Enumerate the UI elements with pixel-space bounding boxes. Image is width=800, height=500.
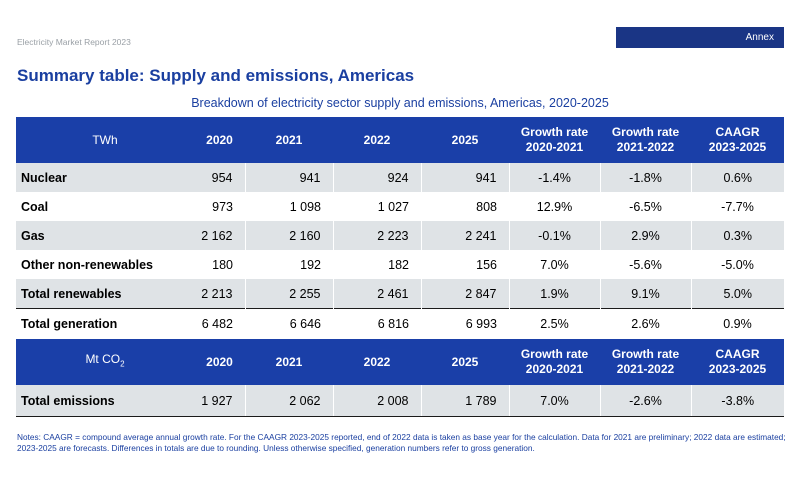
table-notes: Notes: CAAGR = compound average annual g… — [17, 432, 786, 453]
emissions-header-row: Mt CO2 2020 2021 2022 2025 Growth rate 2… — [16, 339, 784, 385]
cell-value: 2 162 — [194, 221, 246, 250]
row-label: Total emissions — [16, 385, 194, 417]
cell-value: 2 847 — [421, 279, 510, 309]
cell-value: -2.6% — [600, 385, 692, 417]
table-caption: Breakdown of electricity sector supply a… — [191, 96, 609, 110]
cell-value: 2 255 — [245, 279, 334, 309]
cell-value: -5.0% — [721, 257, 754, 272]
column-header: 2021 — [245, 339, 333, 385]
cell-value: -0.1% — [509, 221, 601, 250]
table-row: Nuclear 954 941 924 941 -1.4% -1.8% 0.6% — [16, 163, 784, 192]
cell-value: 2 160 — [245, 221, 334, 250]
cell-value: 192 — [300, 257, 321, 272]
cell-value: 6 482 — [194, 308, 245, 339]
cell-value: 7.0% — [540, 257, 569, 272]
cell-value: 2 008 — [333, 385, 422, 417]
cell-value: 941 — [245, 163, 334, 192]
column-header: CAAGR 2023-2025 — [691, 339, 784, 385]
column-header: Growth rate 2021-2022 — [600, 117, 691, 163]
cell-value: 0.9% — [691, 308, 784, 339]
cell-value: 5.0% — [691, 279, 784, 309]
total-generation-row: Total generation 6 482 6 646 6 816 6 993… — [16, 308, 784, 339]
column-header: 2025 — [421, 339, 509, 385]
cell-value: 2 461 — [333, 279, 422, 309]
cell-value: 1 927 — [194, 385, 246, 417]
cell-value: 941 — [421, 163, 510, 192]
cell-value: 156 — [476, 257, 497, 272]
column-header: 2021 — [245, 117, 333, 163]
column-header: Growth rate 2020-2021 — [509, 339, 600, 385]
cell-value: 2 062 — [245, 385, 334, 417]
column-header: TWh — [16, 117, 194, 163]
cell-value: 1 789 — [421, 385, 510, 417]
row-label: Coal — [21, 199, 49, 214]
cell-value: 1.9% — [509, 279, 601, 309]
cell-value: 924 — [333, 163, 422, 192]
annex-badge: Annex — [616, 27, 784, 48]
cell-value: 1 027 — [377, 199, 409, 214]
table-row: Gas 2 162 2 160 2 223 2 241 -0.1% 2.9% 0… — [16, 221, 784, 250]
cell-value: 973 — [212, 199, 233, 214]
cell-value: -7.7% — [721, 199, 754, 214]
cell-value: 2.6% — [600, 308, 691, 339]
cell-value: 2 223 — [333, 221, 422, 250]
supply-header-row: TWh 2020 2021 2022 2025 Growth rate 2020… — [16, 117, 784, 163]
cell-value: -3.8% — [691, 385, 784, 417]
column-header: 2020 — [194, 339, 245, 385]
column-header: Growth rate 2021-2022 — [600, 339, 691, 385]
row-label: Total renewables — [16, 279, 194, 309]
cell-value: 7.0% — [509, 385, 601, 417]
column-header: 2022 — [333, 117, 421, 163]
summary-table: TWh 2020 2021 2022 2025 Growth rate 2020… — [16, 117, 784, 417]
cell-value: 6 646 — [245, 308, 333, 339]
cell-value: 954 — [194, 163, 246, 192]
column-header: CAAGR 2023-2025 — [691, 117, 784, 163]
cell-value: 12.9% — [536, 199, 573, 214]
column-header: Mt CO2 — [16, 339, 194, 385]
column-header: 2025 — [421, 117, 509, 163]
total-emissions-row: Total emissions 1 927 2 062 2 008 1 789 … — [16, 385, 784, 417]
row-label: Gas — [16, 221, 194, 250]
cell-value: -5.6% — [629, 257, 662, 272]
cell-value: 6 816 — [333, 308, 421, 339]
cell-value: -1.8% — [600, 163, 692, 192]
table-row: Total renewables 2 213 2 255 2 461 2 847… — [16, 279, 784, 309]
cell-value: 1 098 — [289, 199, 321, 214]
row-label: Other non-renewables — [21, 257, 153, 272]
table-row: Coal 973 1 098 1 027 808 12.9% -6.5% -7.… — [16, 192, 784, 221]
cell-value: 182 — [388, 257, 409, 272]
column-header: 2022 — [333, 339, 421, 385]
cell-value: 2 213 — [194, 279, 246, 309]
cell-value: -1.4% — [509, 163, 601, 192]
cell-value: 6 993 — [421, 308, 509, 339]
row-label: Nuclear — [16, 163, 194, 192]
cell-value: 2.9% — [600, 221, 692, 250]
cell-value: 9.1% — [600, 279, 692, 309]
cell-value: -6.5% — [629, 199, 662, 214]
cell-value: 180 — [212, 257, 233, 272]
column-header: 2020 — [194, 117, 245, 163]
cell-value: 2.5% — [509, 308, 600, 339]
row-label: Total generation — [16, 308, 194, 339]
table-row: Other non-renewables 180 192 182 156 7.0… — [16, 250, 784, 279]
page-title: Summary table: Supply and emissions, Ame… — [17, 66, 415, 85]
cell-value: 0.3% — [691, 221, 784, 250]
cell-value: 808 — [476, 199, 497, 214]
column-header: Growth rate 2020-2021 — [509, 117, 600, 163]
cell-value: 2 241 — [421, 221, 510, 250]
cell-value: 0.6% — [691, 163, 784, 192]
report-name: Electricity Market Report 2023 — [17, 37, 131, 47]
